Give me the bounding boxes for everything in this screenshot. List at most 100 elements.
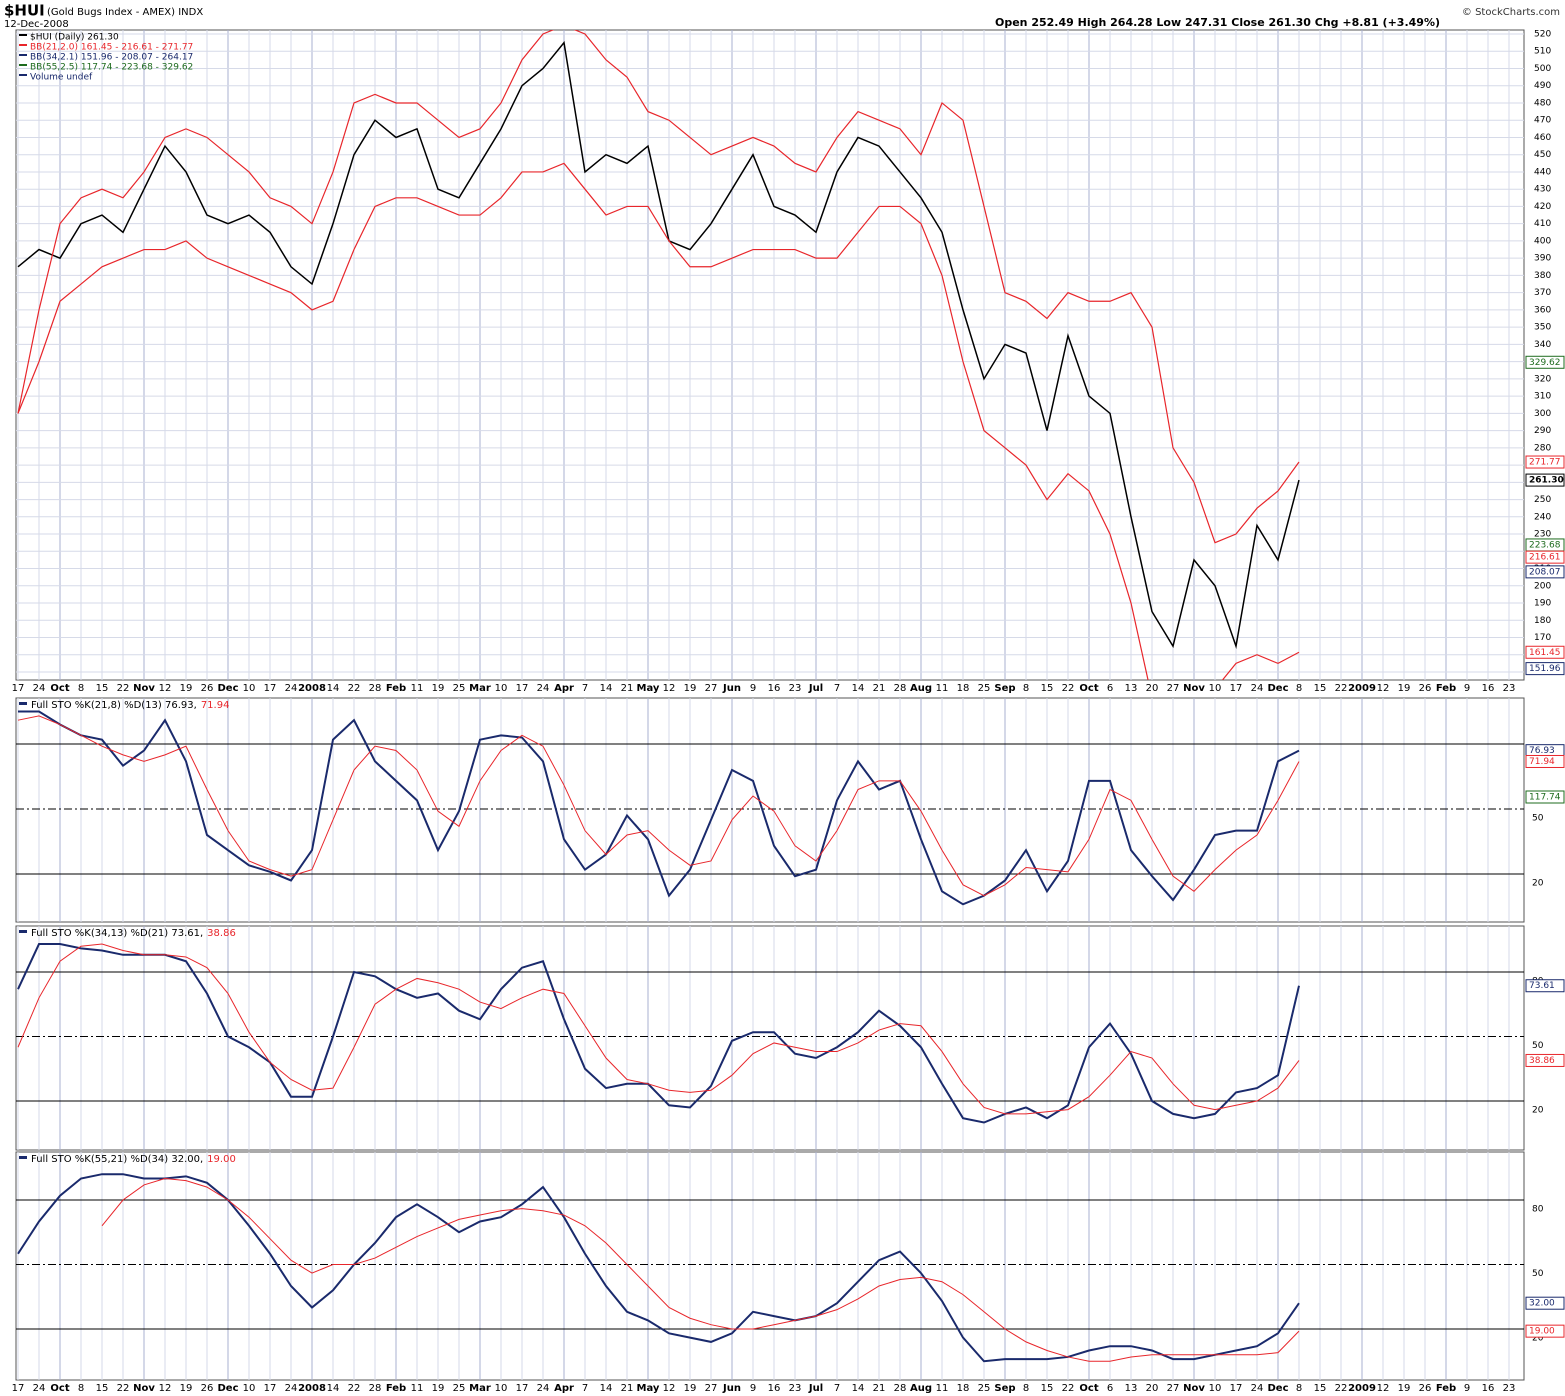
y-tick-label: 510 [1534,47,1551,57]
legend-swatch [19,74,27,76]
y-tick-label: 280 [1534,443,1551,453]
x-tick-label: 25 [978,1383,991,1394]
x-tick-label: Dec [217,1383,238,1394]
x-tick-label: 21 [873,1383,886,1394]
y-tick-label: 290 [1534,426,1551,436]
x-tick-label: 24 [33,1383,46,1394]
x-tick-label: 25 [978,683,991,694]
x-tick-label: 16 [768,683,781,694]
legend-swatch [19,54,27,56]
legend-swatch [19,64,27,66]
x-tick-label: Mar [469,683,491,694]
y-tick-label: 450 [1534,150,1551,160]
x-tick-label: 12 [1377,683,1390,694]
x-tick-label: Oct [50,683,69,694]
series-line [101,1177,1300,1362]
legend-swatch [19,34,27,36]
x-tick-label: 21 [621,1383,634,1394]
x-tick-label: 17 [1230,683,1243,694]
y-tick-label: 370 [1534,288,1551,298]
value-marker-label: 73.61 [1529,981,1555,991]
x-tick-label: 10 [243,1383,256,1394]
y-tick-label: 410 [1534,219,1551,229]
value-marker-label: 19.00 [1529,1327,1555,1337]
x-tick-label: 22 [348,1383,361,1394]
x-tick-label: 10 [495,683,508,694]
y-tick-label: 50 [1532,1041,1544,1051]
x-tick-label: Jul [808,1383,823,1394]
x-tick-label: 26 [1419,683,1432,694]
x-tick-label: 8 [1023,1383,1029,1394]
value-marker-label: 71.94 [1529,757,1555,767]
x-tick-label: Nov [1183,1383,1205,1394]
legend-label: Volume undef [30,73,93,83]
x-tick-label: 17 [12,683,25,694]
value-marker-label: 261.30 [1529,476,1564,486]
subtitle: (Gold Bugs Index - AMEX) INDX [47,7,203,18]
x-tick-label: Apr [554,1383,574,1394]
x-tick-label: 2008 [298,1383,326,1394]
x-tick-label: 28 [894,683,907,694]
x-tick-label: 18 [957,683,970,694]
x-tick-label: 10 [1209,1383,1222,1394]
value-marker [1525,754,1565,768]
x-tick-label: 9 [1464,1383,1470,1394]
x-tick-label: Aug [910,683,932,694]
x-tick-label: 15 [96,1383,109,1394]
x-tick-label: 28 [894,1383,907,1394]
legend-label: BB(55,2.5) 117.74 - 223.68 - 329.62 [30,63,193,73]
x-tick-label: 25 [453,683,466,694]
series-line [17,30,1300,544]
x-tick-label: 22 [348,683,361,694]
x-tick-label: 13 [1125,1383,1138,1394]
value-marker [1525,979,1565,993]
x-tick-label: 27 [705,683,718,694]
y-tick-label: 20 [1532,1334,1544,1344]
x-tick-label: 19 [684,1383,697,1394]
x-tick-label: 7 [834,1383,840,1394]
value-marker-label: 223.68 [1529,540,1561,550]
x-tick-label: 9 [1464,683,1470,694]
x-tick-label: Feb [1436,1383,1456,1394]
panel-title-k: Full STO %K(21,8) %D(13) 76.93, [31,700,197,711]
legend-swatch [19,1156,27,1159]
panel-title-d: 38.86 [207,928,236,939]
x-tick-label: 6 [1107,683,1113,694]
symbol: $HUI [4,2,45,20]
series-line [17,162,1300,680]
x-tick-label: 19 [180,683,193,694]
y-tick-label: 310 [1534,392,1551,402]
x-tick-label: 17 [264,1383,277,1394]
x-tick-label: 8 [78,683,84,694]
series-group [17,1173,1300,1363]
series-line [17,943,1300,1124]
x-tick-label: 17 [12,1383,25,1394]
x-tick-label: 7 [582,1383,588,1394]
value-marker [1525,1296,1565,1310]
panel-title: Full STO %K(21,8) %D(13) 76.93, 71.94 [31,700,229,711]
value-marker-label: 271.77 [1529,458,1561,468]
x-tick-label: 22 [1335,683,1348,694]
x-tick-label: 16 [1482,683,1495,694]
x-tick-label: Nov [1183,683,1205,694]
x-tick-label: 21 [873,683,886,694]
series-line [17,1173,1300,1363]
panel-title-d: 71.94 [201,700,230,711]
x-tick-label: 15 [1041,1383,1054,1394]
legend-label: BB(21,2.0) 161.45 - 216.61 - 271.77 [30,43,193,53]
value-marker-label: 38.86 [1529,1056,1555,1066]
x-tick-label: 19 [432,683,445,694]
x-tick-label: 17 [516,683,529,694]
x-tick-label: 2008 [298,683,326,694]
x-tick-label: Mar [469,1383,491,1394]
x-tick-label: Nov [133,683,155,694]
x-tick-label: 14 [852,683,865,694]
x-tick-label: 23 [789,683,802,694]
x-tick-label: Feb [1436,683,1456,694]
value-marker [1525,1053,1565,1067]
x-tick-label: Jun [722,683,741,694]
x-tick-label: 19 [180,1383,193,1394]
x-tick-label: Nov [133,1383,155,1394]
y-tick-label: 470 [1534,116,1551,126]
